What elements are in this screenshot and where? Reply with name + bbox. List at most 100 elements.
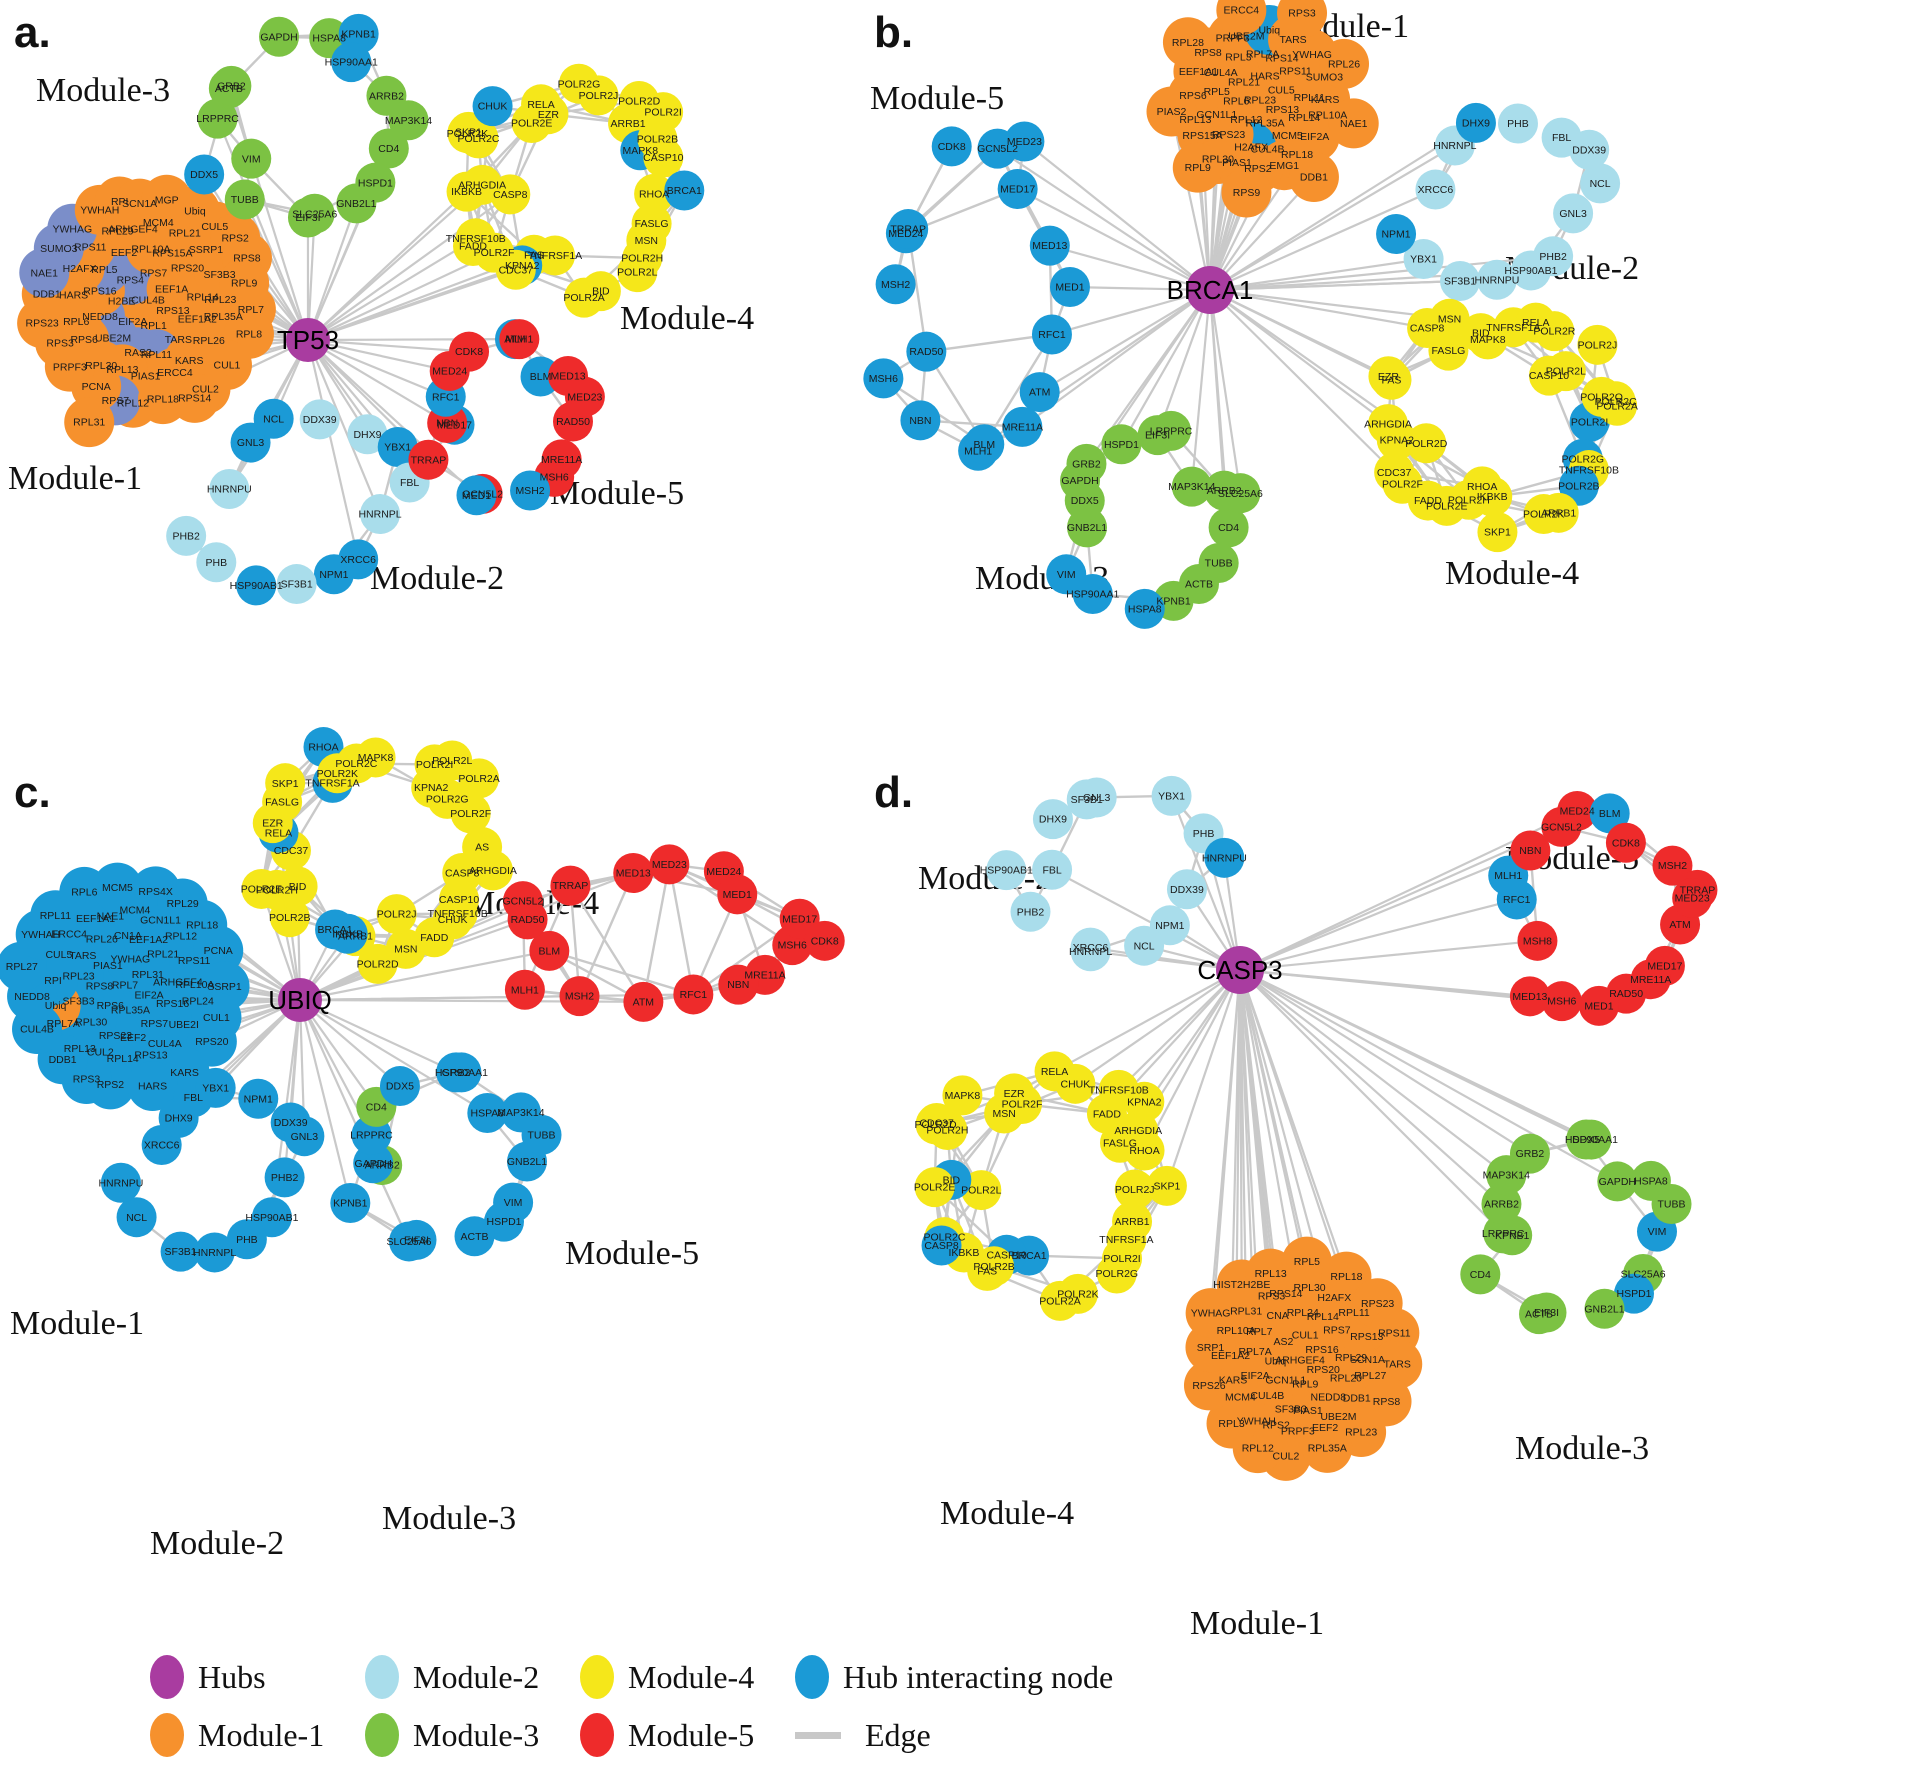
network-node-phb[interactable] — [226, 1219, 267, 1260]
network-node-ddx39[interactable] — [1569, 129, 1610, 170]
network-node-ncl[interactable] — [116, 1197, 157, 1238]
network-node-hspa8[interactable] — [1124, 588, 1165, 629]
network-node-polr2j[interactable] — [1114, 1169, 1155, 1210]
network-node-ddx39[interactable] — [299, 399, 340, 440]
network-node-grb2[interactable] — [1509, 1133, 1550, 1174]
network-node-sf3b1[interactable] — [160, 1231, 201, 1272]
network-node-ncl[interactable] — [253, 398, 294, 439]
network-node-skp1[interactable] — [1477, 512, 1518, 553]
network-node-arhgdia[interactable] — [472, 850, 513, 891]
network-node-trrap[interactable] — [550, 865, 591, 906]
network-node-msh6[interactable] — [1541, 981, 1582, 1022]
network-node-cd4[interactable] — [368, 128, 409, 169]
network-node-cdk8[interactable] — [804, 920, 845, 961]
network-node-polr2e[interactable] — [241, 868, 282, 909]
network-node-med23[interactable] — [1004, 121, 1045, 162]
network-node-hars[interactable] — [127, 1060, 178, 1111]
network-node-gapdh[interactable] — [1597, 1161, 1638, 1202]
network-node-mcm5[interactable] — [92, 862, 143, 913]
network-node-msh2[interactable] — [875, 264, 916, 305]
network-node-rad50[interactable] — [906, 331, 947, 372]
network-node-med1[interactable] — [717, 874, 758, 915]
network-node-polr2f[interactable] — [1382, 463, 1423, 504]
network-node-polr2g[interactable] — [1096, 1253, 1137, 1294]
network-node-brca1[interactable] — [664, 170, 705, 211]
network-node-polr2e[interactable] — [914, 1167, 955, 1208]
network-node-polr2r[interactable] — [1534, 311, 1575, 352]
network-node-rps3[interactable] — [1277, 0, 1328, 39]
network-node-xrcc6[interactable] — [1415, 169, 1456, 210]
network-node-ybx1[interactable] — [377, 426, 418, 467]
network-node-polr2a[interactable] — [1040, 1280, 1081, 1321]
network-node-atm[interactable] — [1019, 372, 1060, 413]
network-node-dhx9[interactable] — [1455, 102, 1496, 143]
network-node-nbn[interactable] — [718, 964, 759, 1005]
network-node-slc25a6[interactable] — [389, 1221, 430, 1262]
network-node-blm[interactable] — [1589, 793, 1630, 834]
network-node-ybx1[interactable] — [1151, 775, 1192, 816]
network-node-ddx39[interactable] — [1166, 869, 1207, 910]
network-node-msh2[interactable] — [1652, 845, 1693, 886]
network-node-gapdh[interactable] — [353, 1143, 394, 1184]
network-node-gnb2l1[interactable] — [1584, 1288, 1625, 1329]
network-node-bid[interactable] — [277, 866, 318, 907]
network-node-hnrnpu[interactable] — [100, 1162, 141, 1203]
network-node-hspa8[interactable] — [467, 1092, 508, 1133]
network-node-med13[interactable] — [1509, 976, 1550, 1017]
network-node-rfc1[interactable] — [1031, 314, 1072, 355]
network-node-cdc37[interactable] — [916, 1102, 957, 1143]
network-node-med24[interactable] — [1557, 790, 1598, 831]
network-node-tubb[interactable] — [224, 179, 265, 220]
network-node-med13[interactable] — [1029, 225, 1070, 266]
network-node-med1[interactable] — [456, 475, 497, 516]
network-node-faslg[interactable] — [1428, 330, 1469, 371]
network-node-srp1[interactable] — [1185, 1322, 1236, 1373]
network-node-arhgdia[interactable] — [1368, 404, 1409, 445]
network-node-med23[interactable] — [1672, 877, 1713, 918]
network-node-hnrnpu[interactable] — [209, 468, 250, 509]
network-node-gnl3[interactable] — [1553, 193, 1594, 234]
network-node-med23[interactable] — [649, 844, 690, 885]
network-node-mapk8[interactable] — [355, 737, 396, 778]
network-node-atm[interactable] — [623, 981, 664, 1022]
network-node-msn[interactable] — [1429, 298, 1470, 339]
network-node-gcn5l2[interactable] — [502, 881, 543, 922]
network-node-rela[interactable] — [521, 84, 562, 125]
network-node-casp10[interactable] — [643, 137, 684, 178]
network-node-polr2l[interactable] — [961, 1170, 1002, 1211]
network-node-slc25a6[interactable] — [1220, 473, 1261, 514]
network-node-hnrnpu[interactable] — [1204, 837, 1245, 878]
network-node-hnrnpl[interactable] — [194, 1232, 235, 1273]
network-node-casp8[interactable] — [921, 1225, 962, 1266]
network-node-ezr[interactable] — [1368, 356, 1409, 397]
network-node-ncl[interactable] — [1124, 925, 1165, 966]
network-node-polr2d[interactable] — [1406, 423, 1447, 464]
network-node-lrpprc[interactable] — [1483, 1213, 1524, 1254]
network-node-ddx5[interactable] — [379, 1066, 420, 1107]
network-node-rhoa[interactable] — [634, 173, 675, 214]
network-node-ybx1[interactable] — [195, 1067, 236, 1108]
network-node-rpl3[interactable] — [1206, 1398, 1257, 1449]
network-node-phb[interactable] — [1497, 103, 1538, 144]
network-node-hsp90aa1[interactable] — [441, 1052, 482, 1093]
network-node-ikbkb[interactable] — [446, 171, 487, 212]
network-node-med1[interactable] — [1578, 985, 1619, 1026]
network-node-phb2[interactable] — [1010, 891, 1051, 932]
network-node-actb[interactable] — [1519, 1294, 1560, 1335]
network-node-rpl26[interactable] — [1319, 38, 1370, 89]
network-node-msh2[interactable] — [510, 470, 551, 511]
network-node-arrb1[interactable] — [1538, 492, 1579, 533]
network-node-polr2l[interactable] — [617, 252, 658, 293]
network-node-skp1[interactable] — [265, 763, 306, 804]
network-node-rhoa[interactable] — [1124, 1130, 1165, 1171]
network-node-hnrnpl[interactable] — [360, 494, 401, 535]
network-node-skp1[interactable] — [448, 111, 489, 152]
network-node-mapk8[interactable] — [942, 1075, 983, 1116]
network-node-blm[interactable] — [964, 424, 1005, 465]
network-node-ercc4[interactable] — [1216, 0, 1267, 36]
hub-node-casp3[interactable] — [1216, 946, 1264, 994]
network-node-gnl3[interactable] — [284, 1116, 325, 1157]
network-node-npm1[interactable] — [313, 554, 354, 595]
network-node-phb2[interactable] — [166, 515, 207, 556]
network-node-msh6[interactable] — [863, 358, 904, 399]
